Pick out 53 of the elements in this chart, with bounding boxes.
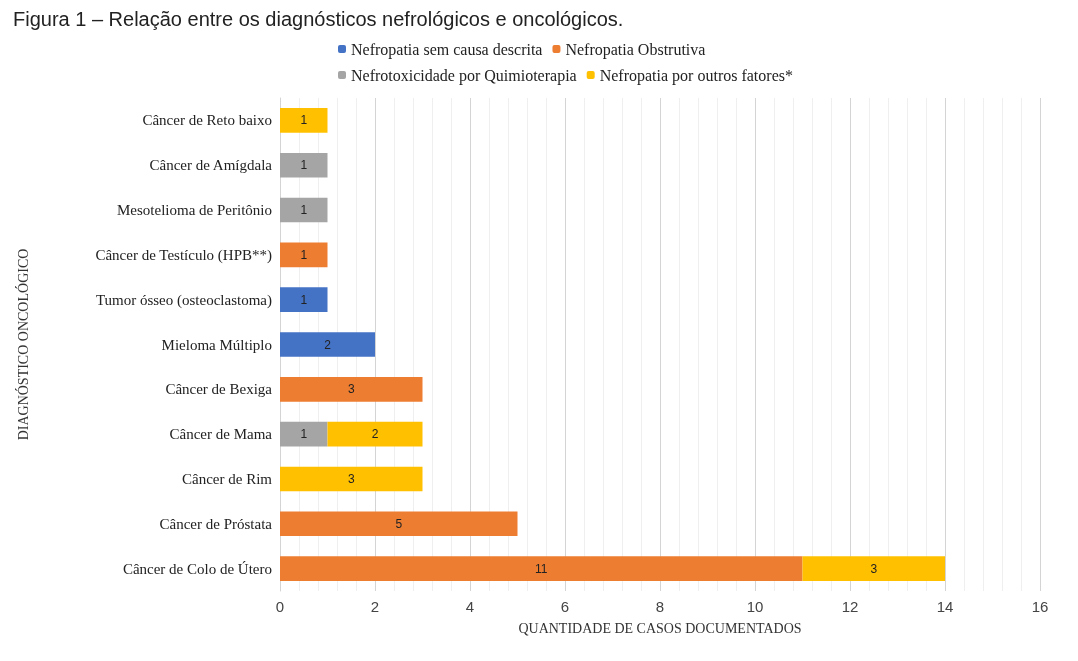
data-label: 2: [324, 337, 332, 352]
x-tick-label: 8: [655, 598, 665, 615]
y-tick-label: Câncer de Colo de Útero: [122, 560, 272, 577]
y-tick-label: Mesotelioma de Peritônio: [117, 202, 272, 219]
y-tick-label: Tumor ósseo (osteoclastoma): [95, 291, 272, 309]
data-label: 1: [300, 427, 308, 442]
bar: [280, 421, 328, 447]
x-tick-label: 12: [841, 598, 859, 615]
y-tick-label: Mieloma Múltiplo: [161, 336, 272, 353]
data-label: 3: [347, 471, 355, 486]
bar: [280, 466, 423, 492]
x-tick-label: 14: [936, 598, 954, 615]
data-label: 3: [870, 561, 878, 576]
data-label: 5: [395, 516, 403, 531]
bar: [280, 242, 328, 268]
legend-label: Nefropatia por outros fatores*: [599, 66, 793, 85]
bar: [802, 556, 945, 581]
bar: [280, 376, 423, 402]
bar: [280, 152, 328, 178]
x-tick-label: 16: [1031, 598, 1049, 615]
y-tick-label: Câncer de Mama: [169, 426, 273, 443]
bar: [280, 556, 803, 581]
y-tick-label: Câncer de Reto baixo: [142, 112, 272, 129]
bar: [280, 511, 518, 537]
bar: [280, 332, 375, 357]
y-tick-label: Câncer de Amígdala: [149, 157, 273, 174]
data-label: 11: [535, 561, 548, 576]
bar: [280, 108, 328, 133]
y-tick-label: Câncer de Testículo (HPB**): [95, 246, 272, 264]
chart-title: Figura 1 – Relação entre os diagnósticos nefrológicos e oncológicos.: [13, 8, 624, 30]
legend-label: Nefrotoxicidade por Quimioterapia: [351, 66, 577, 85]
data-label: 1: [300, 113, 308, 128]
data-label: 1: [300, 247, 308, 262]
data-label: 3: [347, 382, 355, 397]
x-tick-label: 0: [275, 598, 285, 615]
x-tick-label: 10: [746, 598, 764, 615]
bar: [280, 287, 328, 313]
x-axis-title: QUANTIDADE DE CASOS DOCUMENTADOS: [518, 620, 802, 636]
data-label: 1: [300, 158, 308, 173]
y-tick-label: Câncer de Rim: [182, 470, 273, 487]
legend-label: Nefropatia sem causa descrita: [351, 40, 543, 59]
data-label: 1: [300, 292, 308, 307]
bar: [280, 197, 328, 223]
y-axis-title: DIAGNÓSTICO ONCOLÓGICO: [14, 248, 31, 441]
legend-label: Nefropatia Obstrutiva: [565, 40, 706, 59]
x-tick-label: 6: [560, 598, 570, 615]
data-label: 1: [300, 203, 308, 218]
data-label: 2: [371, 427, 379, 442]
x-tick-label: 2: [370, 598, 380, 615]
y-tick-label: Câncer de Próstata: [159, 515, 273, 532]
x-tick-label: 4: [465, 598, 475, 615]
bar: [327, 421, 423, 447]
y-tick-label: Câncer de Bexiga: [165, 381, 273, 398]
